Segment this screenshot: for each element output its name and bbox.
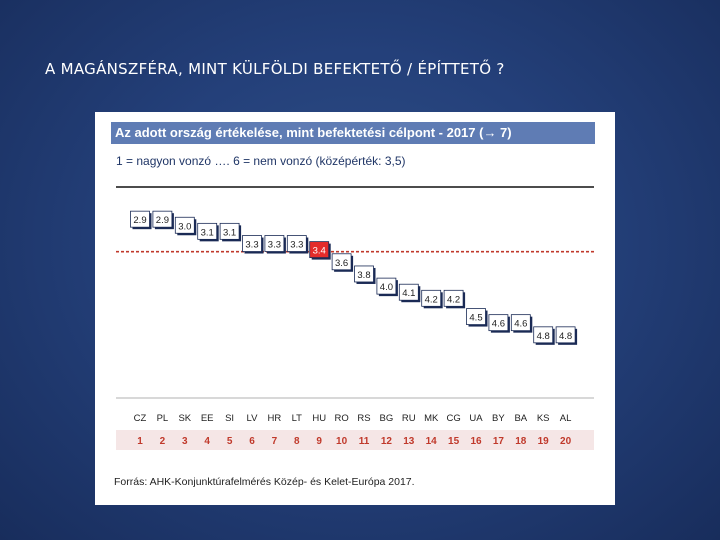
rank-label: 19	[538, 436, 550, 447]
source-note: Forrás: AHK-Konjunktúrafelmérés Közép- é…	[114, 476, 415, 488]
slide-title: A MAGÁNSZFÉRA, MINT KÜLFÖLDI BEFEKTETŐ /…	[45, 60, 505, 78]
category-label: AL	[560, 413, 572, 424]
value-box	[354, 265, 374, 283]
rank-label: 20	[560, 436, 572, 447]
value-label: 3.1	[223, 227, 236, 238]
value-label: 3.1	[201, 227, 214, 238]
value-label: 3.3	[290, 240, 303, 251]
category-label: CG	[446, 413, 460, 424]
rank-label: 15	[448, 436, 460, 447]
rank-label: 8	[294, 436, 300, 447]
category-label: BG	[380, 413, 394, 424]
rank-label: 6	[249, 436, 255, 447]
rank-label: 13	[403, 436, 415, 447]
value-box	[286, 235, 307, 252]
ranking-chart: 2.9 CZ 1 2.9 PL 2 3.0 SK 3 3.1 EE 4 3.1 SI 5 3.3 LV 6 3.3 H…	[116, 186, 594, 450]
value-box	[443, 289, 464, 307]
category-label: LT	[292, 413, 303, 424]
value-label: 4.5	[469, 313, 482, 324]
value-box	[174, 216, 195, 234]
value-box	[398, 283, 419, 301]
category-label: CZ	[134, 413, 147, 424]
category-label: BA	[514, 413, 527, 424]
value-label: 4.8	[559, 331, 572, 342]
rank-label: 4	[204, 436, 210, 447]
value-box	[219, 222, 240, 240]
category-label: LV	[247, 413, 259, 424]
value-label: 3.8	[357, 270, 370, 281]
rank-label: 5	[227, 436, 233, 447]
rank-label: 1	[137, 436, 143, 447]
category-label: RU	[402, 413, 416, 424]
category-label: SK	[178, 413, 191, 424]
value-label: 3.3	[245, 240, 258, 251]
rank-label: 18	[515, 436, 527, 447]
value-label: 4.2	[425, 294, 438, 305]
value-label: 2.9	[156, 215, 169, 226]
value-box	[466, 308, 486, 325]
value-box	[309, 241, 330, 259]
rank-row-bg	[116, 430, 594, 450]
category-label: HR	[268, 413, 282, 424]
value-label: 3.6	[335, 258, 348, 269]
rank-label: 17	[493, 436, 505, 447]
chart-panel: Az adott ország értékelése, mint befekte…	[95, 112, 615, 505]
category-label: HU	[312, 413, 326, 424]
rank-label: 12	[381, 436, 393, 447]
value-box	[197, 222, 218, 240]
rank-label: 11	[359, 436, 370, 447]
value-label: 4.1	[402, 288, 415, 299]
value-label: 3.3	[268, 240, 281, 251]
category-label: MK	[424, 413, 439, 424]
rank-label: 14	[426, 436, 438, 447]
value-label: 4.8	[537, 331, 550, 342]
chart-title: Az adott ország értékelése, mint befekte…	[111, 122, 595, 144]
rank-label: 9	[316, 436, 322, 447]
rank-label: 3	[182, 436, 188, 447]
value-box	[533, 326, 554, 344]
value-label: 3.4	[313, 246, 326, 257]
category-label: SI	[225, 413, 234, 424]
value-box	[331, 253, 352, 271]
value-label: 4.6	[492, 319, 505, 330]
value-box	[130, 210, 150, 228]
category-label: PL	[157, 413, 169, 424]
value-box	[510, 314, 531, 332]
category-label: EE	[201, 413, 214, 424]
rank-label: 16	[470, 436, 482, 447]
value-label: 4.0	[380, 282, 393, 293]
category-label: BY	[492, 413, 505, 424]
value-box	[488, 314, 509, 332]
rank-label: 7	[272, 436, 278, 447]
category-label: KS	[537, 413, 550, 424]
value-label: 4.2	[447, 294, 460, 305]
value-label: 4.6	[514, 319, 527, 330]
value-box	[242, 235, 262, 252]
category-label: RO	[334, 413, 348, 424]
value-box	[264, 235, 285, 252]
value-box	[152, 210, 173, 228]
rank-label: 2	[160, 436, 166, 447]
category-label: RS	[357, 413, 370, 424]
value-box	[555, 326, 576, 344]
category-label: UA	[469, 413, 483, 424]
rank-label: 10	[336, 436, 348, 447]
value-box	[421, 289, 442, 307]
chart-subtitle: 1 = nagyon vonzó …. 6 = nem vonzó (közép…	[116, 154, 406, 168]
value-label: 2.9	[133, 215, 146, 226]
value-label: 3.0	[178, 221, 191, 232]
value-box	[376, 277, 397, 295]
